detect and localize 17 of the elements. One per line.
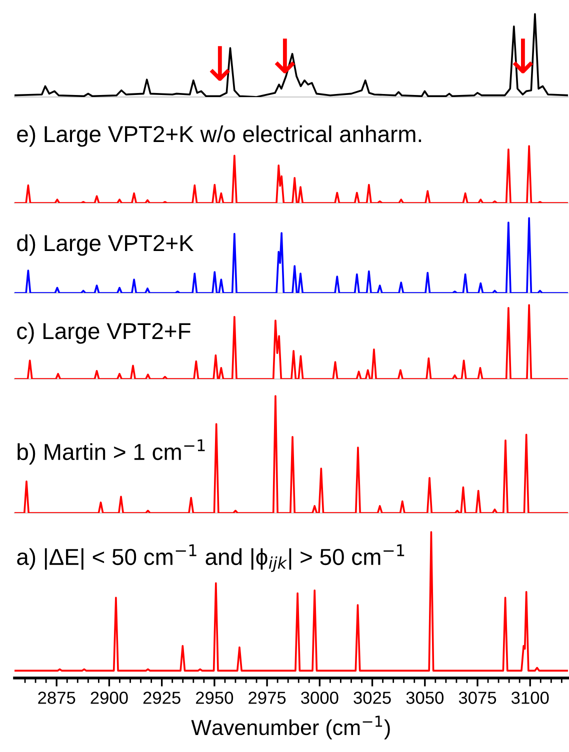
- chart-title: e) Large VPT2+K w/o electrical anharm.: [17, 125, 422, 147]
- x-tick-label: 2950: [196, 692, 234, 704]
- x-tick-label: 2925: [143, 692, 180, 704]
- x-tick-label: 3000: [301, 692, 338, 704]
- x-tick-label: 3075: [458, 692, 496, 704]
- text: d) Large VPT2+K: [17, 234, 194, 256]
- annotation: ↓: [274, 38, 296, 74]
- text: b) Martin > 1 cm$^{−1}$: [18, 439, 205, 465]
- x-tick-label: 2875: [38, 692, 76, 704]
- text: c) Large VPT2+F: [17, 322, 190, 344]
- x-tick-label: 2900: [90, 692, 128, 704]
- text: a) |ΔE| < 50 cm$^{−1}$ and |ϕ$_{ijk}$| > 50 cm$^{−1}$: [17, 544, 404, 572]
- x-tick-label: 2975: [248, 692, 286, 704]
- x-axis-title: Wavenumber (cm$^{−1}$): [191, 716, 390, 740]
- x-tick-label: 3100: [511, 692, 549, 704]
- x-tick-label: 3050: [406, 692, 444, 704]
- x-tick-label: 3025: [354, 692, 391, 704]
